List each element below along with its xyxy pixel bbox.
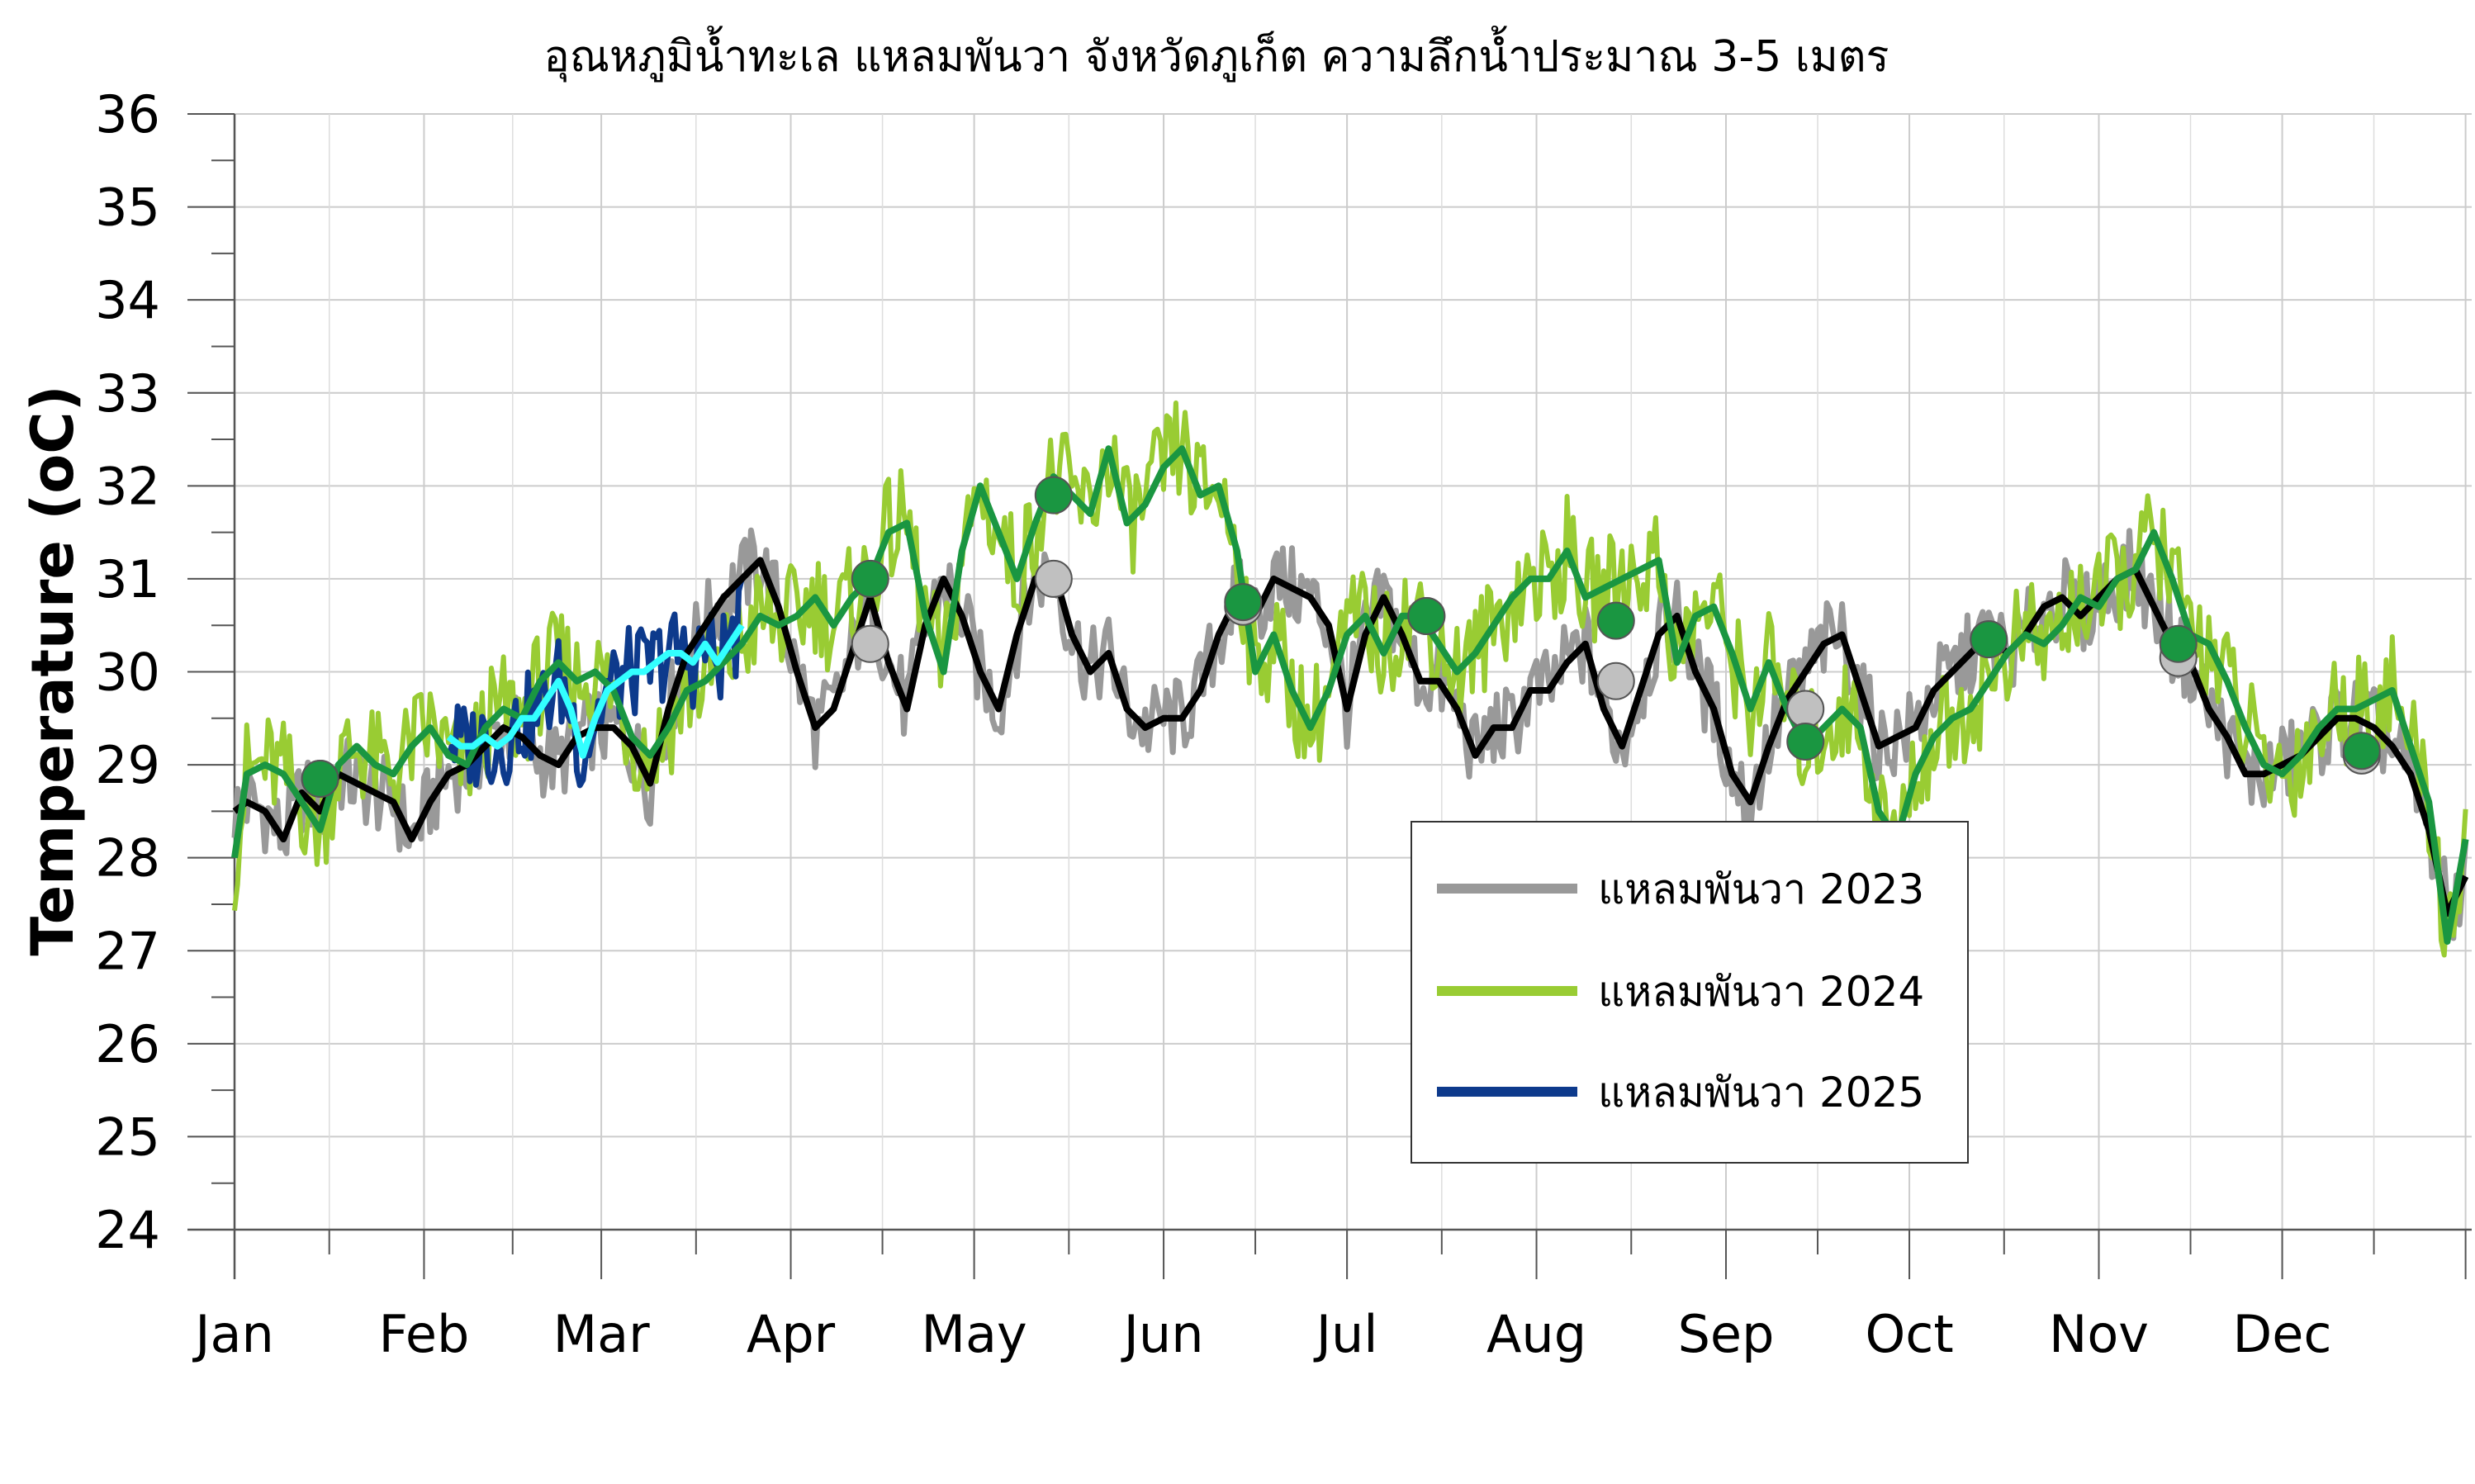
x-tick-label: May	[922, 1304, 1027, 1364]
legend-label-2024: แหลมพันวา 2024	[1598, 968, 1924, 1016]
series-lines	[231, 400, 2469, 958]
x-tick-label: Jul	[1313, 1304, 1378, 1364]
y-tick-label: 29	[95, 735, 160, 795]
y-axis-label: Temperature (oC)	[19, 385, 87, 955]
x-tick-label: Apr	[747, 1304, 836, 1364]
x-tick-label: Jun	[1121, 1304, 1204, 1364]
monthly-markers	[301, 476, 2381, 798]
monthly-marker-1	[1596, 601, 1635, 640]
y-tick-label: 28	[95, 828, 160, 889]
monthly-marker-1	[1970, 620, 2008, 659]
y-tick-label: 24	[95, 1200, 160, 1260]
y-tick-label: 30	[95, 642, 160, 703]
monthly-marker-0	[1596, 661, 1635, 700]
monthly-marker-1	[2159, 624, 2198, 663]
y-tick-label: 33	[95, 363, 160, 424]
y-tick-label: 26	[95, 1014, 160, 1074]
monthly-marker-1	[2342, 732, 2381, 770]
y-tick-label: 36	[95, 84, 160, 145]
x-tick-label: Mar	[553, 1304, 650, 1364]
chart-title: อุณหภูมิน้ำทะเล แหลมพันวา จังหวัดภูเก็ต …	[544, 26, 1889, 83]
x-tick-label: Feb	[379, 1304, 470, 1364]
legend: แหลมพันวา 2023 แหลมพันวา 2024 แหลมพันวา …	[1411, 821, 1969, 1164]
x-tick-label: Sep	[1678, 1304, 1775, 1364]
legend-label-2023: แหลมพันวา 2023	[1598, 865, 1924, 913]
legend-label-2025: แหลมพันวา 2025	[1598, 1069, 1924, 1117]
y-tick-label: 32	[95, 456, 160, 516]
mean-line-1	[231, 445, 2469, 945]
x-tick-label: Jan	[192, 1304, 274, 1364]
y-tick-label: 31	[95, 549, 160, 609]
monthly-marker-1	[1034, 476, 1073, 514]
x-tick-label: Oct	[1865, 1304, 1953, 1364]
x-tick-label: Nov	[2049, 1304, 2149, 1364]
monthly-marker-0	[1034, 559, 1073, 598]
axes: 24 25 26 27 28 29 30 31 32 33 34 35 36 Jan Feb Mar Apr Ma…	[95, 84, 2472, 1364]
monthly-marker-1	[1224, 583, 1263, 622]
monthly-marker-1	[1407, 596, 1446, 635]
y-tick-label: 25	[95, 1107, 160, 1167]
monthly-marker-1	[851, 559, 889, 598]
monthly-marker-1	[1786, 722, 1825, 761]
y-tick-label: 34	[95, 270, 160, 330]
monthly-marker-0	[851, 624, 889, 663]
x-tick-label: Dec	[2233, 1304, 2332, 1364]
mean-line-2	[446, 623, 745, 759]
x-tick-label: Aug	[1486, 1304, 1586, 1364]
y-tick-label: 27	[95, 921, 160, 981]
monthly-marker-1	[301, 759, 339, 798]
monthly-marker-0	[1786, 690, 1825, 728]
y-tick-label: 35	[95, 178, 160, 238]
raw-line-1	[232, 400, 2468, 958]
